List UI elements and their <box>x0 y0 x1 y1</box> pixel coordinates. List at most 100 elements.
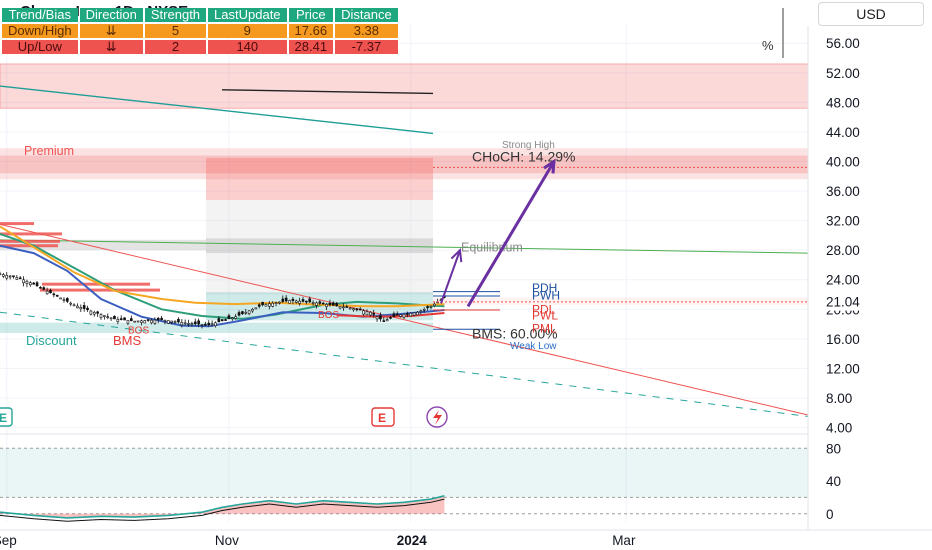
candle-body <box>399 314 402 317</box>
trend-table-row: Down/High ⇊ 5 9 17.66 3.38 <box>2 24 398 38</box>
table-header-cell: LastUpdate <box>208 8 287 22</box>
time-tick-label: 2024 <box>397 533 428 548</box>
candle-body <box>268 303 271 307</box>
last-price-label: 21.04 <box>826 295 860 310</box>
order-block <box>0 222 34 226</box>
candle-body <box>143 320 147 324</box>
candle-body <box>86 307 89 311</box>
candle-body <box>247 310 251 314</box>
pdh-label: PDH <box>532 281 557 295</box>
trend-table-header: Trend/Bias Direction Strength LastUpdate… <box>2 8 398 22</box>
equilibrium-label: Equilibrium <box>461 241 523 255</box>
oscillator-tick-label: 40 <box>826 474 841 489</box>
table-cell: 28.41 <box>288 40 334 54</box>
candle-body <box>204 323 207 326</box>
price-tick-label: 40.00 <box>826 154 860 169</box>
candle-body <box>136 320 140 323</box>
candle-body <box>45 290 49 295</box>
support-line-dashed <box>0 311 809 417</box>
choch-label: CHoCH: 14.29% <box>472 148 576 164</box>
price-tick-label: 12.00 <box>826 361 860 376</box>
candle-body <box>237 312 241 316</box>
candle-body <box>113 315 116 320</box>
time-tick-label: Mar <box>612 533 636 548</box>
candle-body <box>321 302 325 305</box>
candle-body <box>375 316 379 320</box>
table-overflow-glyph: % <box>762 38 774 53</box>
candle-body <box>160 317 163 320</box>
oscillator-band <box>0 448 808 498</box>
price-tick-label: 24.00 <box>826 273 860 288</box>
candle-body <box>355 308 359 311</box>
candle-body <box>278 301 281 304</box>
currency-button[interactable]: USD <box>818 2 924 26</box>
pml-label: PML <box>532 322 557 336</box>
candle-body <box>217 318 221 323</box>
candle-body <box>227 315 231 320</box>
candle-body <box>422 309 426 311</box>
candle-body <box>416 311 419 316</box>
candle-body <box>22 279 25 284</box>
candle-body <box>358 308 362 311</box>
candle-body <box>79 307 83 310</box>
candle-body <box>348 307 352 310</box>
candle-body <box>59 297 62 300</box>
candle-body <box>419 310 423 313</box>
candle-body <box>338 306 342 309</box>
supply-zone <box>0 63 809 109</box>
table-header-cell: Trend/Bias <box>2 8 78 22</box>
projection-arrow-large-head <box>543 158 556 174</box>
candle-body <box>308 298 312 303</box>
candle-body <box>119 318 123 320</box>
candle-body <box>274 302 278 304</box>
moving-average-orange <box>0 225 445 308</box>
candle-body <box>167 320 170 324</box>
candle-body <box>352 308 355 311</box>
oscillator-tick-label: 0 <box>826 507 834 522</box>
equilibrium-band <box>0 239 206 251</box>
candle-body <box>298 300 301 304</box>
price-tick-label: 48.00 <box>826 95 860 110</box>
pwl-label: PWL <box>532 309 558 323</box>
table-cell: 5 <box>144 24 207 38</box>
candle-body <box>379 315 382 320</box>
candle-body <box>62 299 66 301</box>
order-block <box>0 239 60 243</box>
candle-body <box>392 313 396 317</box>
equilibrium-zone <box>206 238 433 254</box>
candle-body <box>254 307 258 310</box>
candle-body <box>5 275 9 279</box>
premium-block <box>206 157 433 200</box>
table-header-cell: Distance <box>335 8 398 22</box>
table-header-cell: Price <box>288 8 334 22</box>
oscillator-tick-label: 80 <box>826 441 841 456</box>
bms-label: BMS: 60.00% <box>472 326 558 342</box>
candle-body <box>15 277 19 280</box>
candle-body <box>342 306 345 309</box>
candle-body <box>382 320 386 322</box>
table-header-cell: Strength <box>144 8 207 22</box>
time-tick-label: Sep <box>0 533 17 548</box>
candle-body <box>187 323 190 325</box>
candle-body <box>301 299 305 302</box>
price-tick-label: 8.00 <box>826 391 852 406</box>
candle-body <box>412 312 416 316</box>
candle-body <box>311 302 315 304</box>
candle-body <box>197 320 200 325</box>
candle-body <box>103 315 106 317</box>
candle-body <box>96 311 99 314</box>
event-badge-letter: E <box>0 411 7 425</box>
candle-body <box>345 306 349 308</box>
table-cell: 17.66 <box>288 24 334 38</box>
lightning-icon <box>433 410 442 425</box>
weak-low-label: Weak Low <box>510 341 557 352</box>
candle-body <box>76 305 79 309</box>
candle-body <box>241 311 244 315</box>
candle-body <box>207 322 211 326</box>
candle-body <box>35 282 39 287</box>
candle-body <box>264 304 268 307</box>
bos-label-mid: BOS <box>318 310 339 321</box>
candle-body <box>109 317 113 320</box>
candle-body <box>190 323 194 325</box>
